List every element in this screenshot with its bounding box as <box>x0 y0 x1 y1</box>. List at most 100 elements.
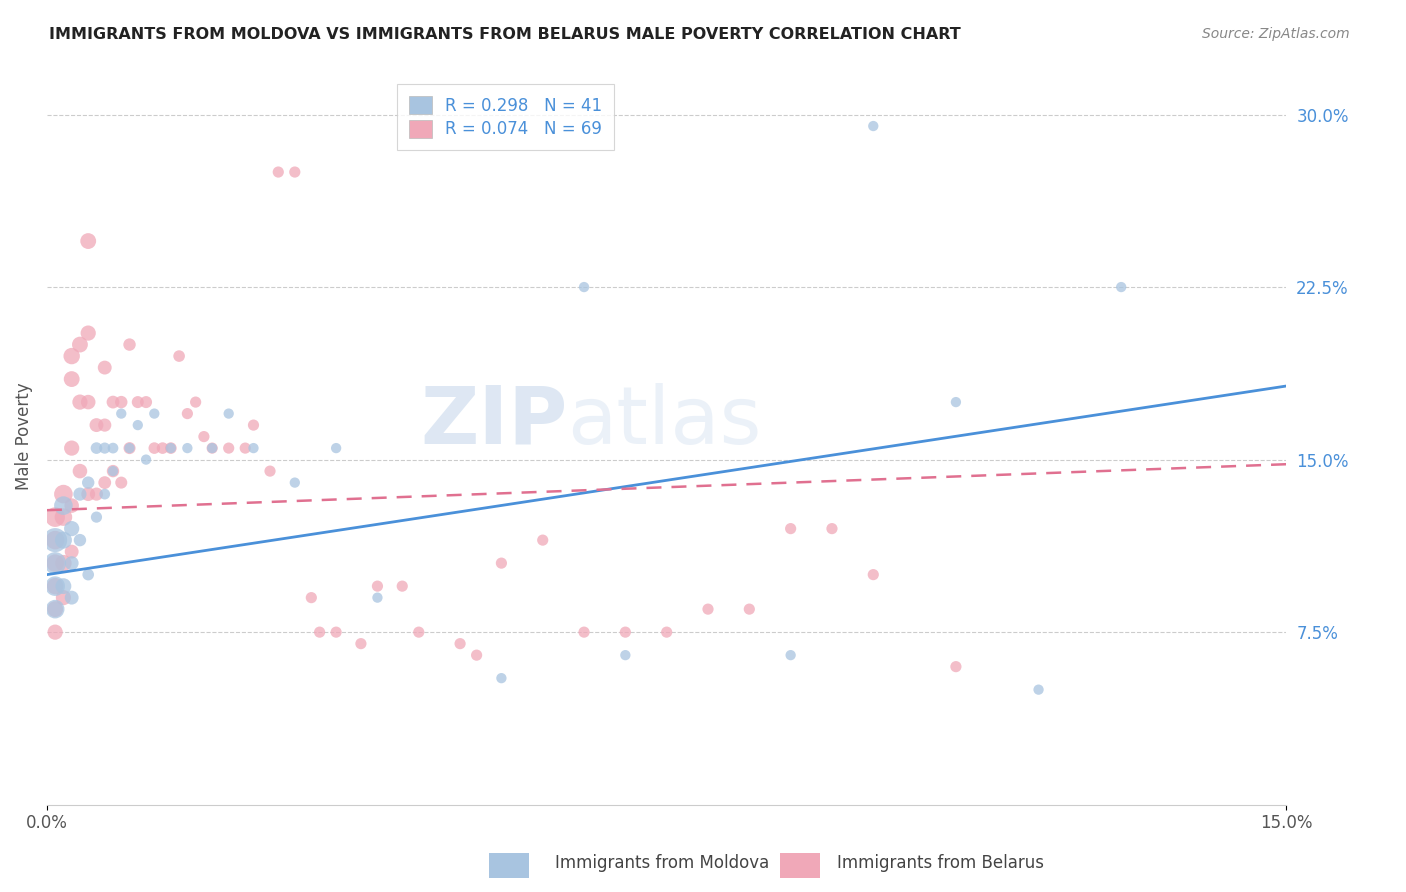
Point <box>408 625 430 640</box>
Point <box>86 510 108 524</box>
Point <box>176 407 198 421</box>
Point <box>259 464 281 478</box>
Point <box>93 487 115 501</box>
Point <box>201 441 224 455</box>
Point <box>821 522 844 536</box>
Point <box>945 659 967 673</box>
Point <box>93 441 115 455</box>
Point <box>308 625 330 640</box>
Point <box>127 395 149 409</box>
Point <box>60 372 83 386</box>
Point <box>93 360 115 375</box>
Point <box>167 349 190 363</box>
Point <box>233 441 256 455</box>
Point <box>44 602 66 616</box>
Point <box>44 510 66 524</box>
Point <box>135 452 157 467</box>
Point <box>449 637 471 651</box>
Point <box>572 625 595 640</box>
Point <box>242 418 264 433</box>
Point <box>531 533 554 548</box>
Text: Immigrants from Belarus: Immigrants from Belarus <box>837 855 1043 872</box>
Point <box>93 475 115 490</box>
Point <box>176 441 198 455</box>
Point <box>127 418 149 433</box>
Text: ZIP: ZIP <box>420 383 568 461</box>
Point <box>52 556 75 570</box>
Text: IMMIGRANTS FROM MOLDOVA VS IMMIGRANTS FROM BELARUS MALE POVERTY CORRELATION CHAR: IMMIGRANTS FROM MOLDOVA VS IMMIGRANTS FR… <box>49 27 960 42</box>
Point <box>69 464 91 478</box>
Point <box>160 441 183 455</box>
Point <box>465 648 488 662</box>
Point <box>69 337 91 351</box>
Point <box>152 441 174 455</box>
Point <box>60 349 83 363</box>
Point <box>86 441 108 455</box>
Point <box>77 395 100 409</box>
Point <box>110 407 132 421</box>
Point <box>60 556 83 570</box>
Point <box>44 533 66 548</box>
Point <box>44 556 66 570</box>
Point <box>69 395 91 409</box>
Point <box>143 441 166 455</box>
Point <box>193 429 215 443</box>
Point <box>945 395 967 409</box>
Point <box>1109 280 1132 294</box>
Point <box>52 579 75 593</box>
Point <box>77 234 100 248</box>
Point <box>135 395 157 409</box>
Point <box>325 441 347 455</box>
Point <box>366 579 388 593</box>
Point <box>110 395 132 409</box>
Point <box>44 556 66 570</box>
Point <box>779 648 801 662</box>
Point <box>143 407 166 421</box>
Point <box>284 165 307 179</box>
Point <box>184 395 207 409</box>
Point <box>491 671 513 685</box>
Point <box>779 522 801 536</box>
Point <box>101 464 124 478</box>
Legend: R = 0.298   N = 41, R = 0.074   N = 69: R = 0.298 N = 41, R = 0.074 N = 69 <box>396 84 614 150</box>
Point <box>52 533 75 548</box>
Point <box>101 395 124 409</box>
Point <box>391 579 413 593</box>
Point <box>77 475 100 490</box>
Point <box>86 487 108 501</box>
Point <box>572 280 595 294</box>
Text: Source: ZipAtlas.com: Source: ZipAtlas.com <box>1202 27 1350 41</box>
Point <box>77 567 100 582</box>
Point <box>52 487 75 501</box>
Point <box>60 441 83 455</box>
Y-axis label: Male Poverty: Male Poverty <box>15 383 32 491</box>
Point <box>160 441 183 455</box>
Point <box>101 464 124 478</box>
Point <box>60 522 83 536</box>
Point <box>738 602 761 616</box>
Point <box>44 579 66 593</box>
Point <box>201 441 224 455</box>
Point <box>862 119 884 133</box>
Text: Immigrants from Moldova: Immigrants from Moldova <box>555 855 769 872</box>
Point <box>77 326 100 340</box>
Point <box>1028 682 1050 697</box>
Point <box>52 591 75 605</box>
Point <box>77 487 100 501</box>
Point <box>69 487 91 501</box>
Point <box>655 625 678 640</box>
Point <box>614 648 637 662</box>
Text: atlas: atlas <box>568 383 762 461</box>
Point <box>697 602 720 616</box>
Point <box>118 337 141 351</box>
Point <box>350 637 373 651</box>
Point <box>614 625 637 640</box>
Point <box>267 165 290 179</box>
Point <box>118 441 141 455</box>
Point <box>491 556 513 570</box>
Point <box>60 544 83 558</box>
Point <box>60 499 83 513</box>
Point <box>299 591 322 605</box>
Point <box>86 418 108 433</box>
Point <box>242 441 264 455</box>
